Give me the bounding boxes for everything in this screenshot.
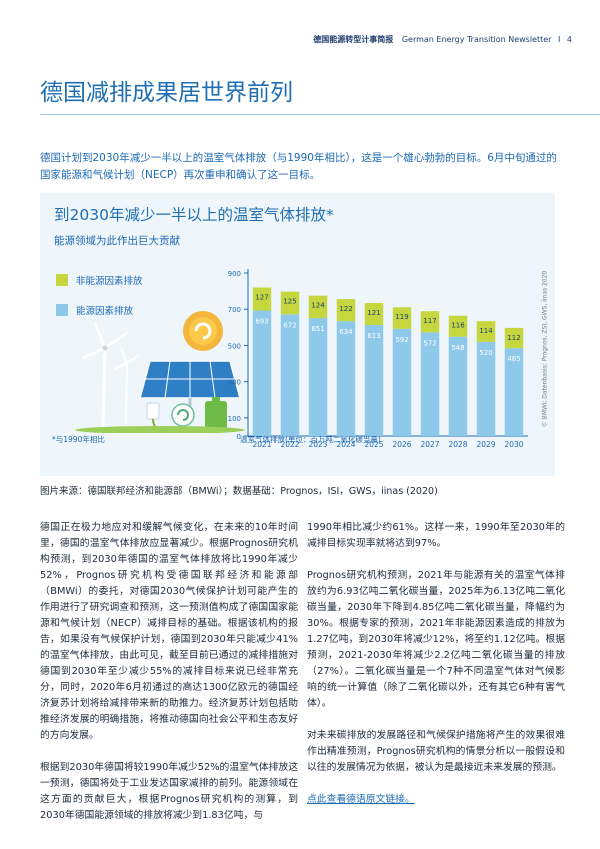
newsletter-title-cn: 德国能源转型计事简报 xyxy=(313,35,394,44)
legend-swatch-energy xyxy=(56,304,68,316)
data-label-non-energy: 117 xyxy=(423,317,436,325)
data-label-non-energy: 112 xyxy=(507,334,520,342)
sun-icon xyxy=(183,311,223,351)
bar-non-energy xyxy=(448,315,468,337)
body-paragraph: 根据到2030年德国将较1990年减少52%的温室气体排放这一预测，德国将处于工… xyxy=(40,762,298,821)
emission-bar-chart: 0 100 300 500 700 900 127 693 2021 125 672 2022 124 6… xyxy=(228,269,528,449)
y-tick-label: 900 xyxy=(228,270,241,278)
x-tick-label: 2023 xyxy=(308,440,327,449)
chart-footnote: *与1990年相比 xyxy=(52,435,105,444)
bar-energy xyxy=(420,332,440,436)
body-paragraph: 德国正在极力地应对和缓解气候变化，在未来的10年时间里，德国的温室气体排放应显著… xyxy=(40,522,298,741)
data-label-energy: 572 xyxy=(423,339,436,347)
bar-energy xyxy=(504,348,524,436)
bar-energy xyxy=(308,318,328,436)
body-link-paragraph: 点此查看德语原文链接。 xyxy=(307,792,565,808)
intro-paragraph: 德国计划到2030年减少一半以上的温室气体排放（与1990年相比），这是一个雄心… xyxy=(40,152,557,181)
x-tick-label: 2025 xyxy=(364,440,383,449)
y-tick-label: 0 xyxy=(237,433,241,441)
bar-energy xyxy=(252,310,272,436)
y-tick-label: 100 xyxy=(228,415,241,423)
bar-non-energy xyxy=(280,291,300,315)
y-tick-label: 500 xyxy=(228,342,241,350)
newsletter-title-en: German Energy Transition Newsletter xyxy=(401,35,552,44)
body-column-left: 德国正在极力地应对和缓解气候变化，在未来的10年时间里，德国的温室气体排放应显著… xyxy=(40,520,298,840)
data-label-non-energy: 124 xyxy=(311,302,325,310)
bar-non-energy xyxy=(308,295,328,319)
chart-box: 到2030年减少一半以上的温室气体排放* 能源领域为此作出巨大贡献 非能源因素排… xyxy=(40,193,555,476)
page-header: 德国能源转型计事简报 German Energy Transition News… xyxy=(313,34,572,45)
data-label-non-energy: 127 xyxy=(255,293,268,301)
recycle-leaf-icon xyxy=(171,403,195,427)
bar-non-energy xyxy=(336,299,356,322)
title-row: 德国减排成果居世界前列 xyxy=(40,78,600,115)
data-label-energy: 672 xyxy=(283,321,296,329)
chart-title: 到2030年减少一半以上的温室气体排放* xyxy=(54,206,334,224)
chart-subtitle: 能源领域为此作出巨大贡献 xyxy=(54,235,180,247)
data-label-energy: 613 xyxy=(367,332,380,340)
data-label-non-energy: 116 xyxy=(451,322,465,330)
body-paragraph: 对未来碳排放的发展路径和气候保护措施将产生的效果很难作出精准预测，Prognos… xyxy=(307,730,565,773)
bar-non-energy xyxy=(364,303,384,325)
data-label-energy: 485 xyxy=(507,355,520,363)
original-german-link[interactable]: 点此查看德语原文链接。 xyxy=(307,794,415,805)
chart-xlabel: 温室气体排放(单位：百万吨二氧化碳当量) xyxy=(240,435,381,444)
x-tick-label: 2028 xyxy=(448,440,467,449)
bar-non-energy xyxy=(252,287,272,311)
bar-non-energy xyxy=(392,307,412,329)
data-label-energy: 634 xyxy=(339,328,353,336)
data-label-energy: 693 xyxy=(255,317,268,325)
bar-non-energy xyxy=(476,321,496,342)
data-label-non-energy: 125 xyxy=(283,298,296,306)
legend-label-energy: 能源因素排放 xyxy=(76,306,134,317)
data-label-non-energy: 121 xyxy=(367,309,380,317)
bar-energy xyxy=(448,336,468,436)
bar-energy xyxy=(392,328,412,436)
x-tick-label: 2029 xyxy=(476,440,495,449)
data-label-non-energy: 119 xyxy=(395,313,408,321)
body-paragraph: 1990年相比减少约61%。这样一来，1990年至2030年的减排目标实现率就将… xyxy=(307,522,565,549)
data-label-non-energy: 114 xyxy=(479,327,493,335)
bar-energy xyxy=(476,341,496,436)
body-paragraph: Prognos研究机构预测，2021年与能源有关的温室气体排放约为6.93亿吨二… xyxy=(307,570,565,709)
chart-credit: © BMWi; Datenbasis: Prognos, ZSI, GWS, i… xyxy=(539,233,551,465)
legend-label-non-energy: 非能源因素排放 xyxy=(76,276,143,287)
y-tick-label: 300 xyxy=(228,379,241,387)
x-tick-label: 2030 xyxy=(504,440,523,449)
y-tick-label: 700 xyxy=(228,306,241,314)
grass-ground xyxy=(75,426,245,433)
bar-energy xyxy=(364,324,384,436)
body-column-right: 1990年相比减少约61%。这样一来，1990年至2030年的减排目标实现率就将… xyxy=(307,520,565,824)
x-tick-label: 2022 xyxy=(280,440,299,449)
x-tick-label: 2027 xyxy=(420,440,439,449)
data-label-non-energy: 122 xyxy=(339,305,352,313)
data-label-energy: 520 xyxy=(479,349,492,357)
x-tick-label: 2026 xyxy=(392,440,411,449)
page-number: 4 xyxy=(566,35,572,44)
chart-credit-text: © BMWi; Datenbasis: Prognos, ZSI, GWS, i… xyxy=(541,270,549,428)
bar-energy xyxy=(336,321,356,436)
data-label-energy: 651 xyxy=(311,325,324,333)
wind-turbine-icon xyxy=(82,322,141,429)
bar-non-energy xyxy=(420,311,440,333)
title-divider xyxy=(40,114,600,115)
data-label-energy: 548 xyxy=(451,344,464,352)
energy-illustration xyxy=(75,311,245,433)
x-tick-label: 2021 xyxy=(252,440,271,449)
legend-energy: 能源因素排放 xyxy=(56,303,133,317)
battery-icon xyxy=(205,397,227,429)
header-separator: I xyxy=(558,35,561,44)
legend-non-energy: 非能源因素排放 xyxy=(56,273,143,287)
data-label-energy: 592 xyxy=(395,336,408,344)
figure-source: 图片来源：德国联邦经济和能源部（BMWi）；数据基础：Prognos，ISI，G… xyxy=(40,486,438,497)
bar-energy xyxy=(280,314,300,436)
bar-non-energy xyxy=(504,327,524,349)
x-tick-label: 2024 xyxy=(336,440,355,449)
page-title: 德国减排成果居世界前列 xyxy=(40,80,293,106)
legend-swatch-non-energy xyxy=(56,274,68,286)
